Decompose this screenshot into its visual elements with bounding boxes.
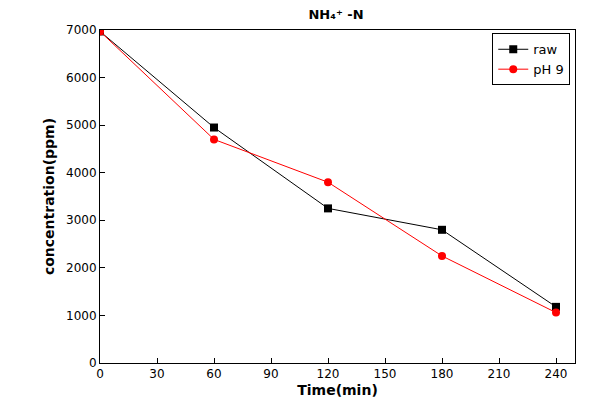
svg-text:pH 9: pH 9 [533,62,563,77]
svg-text:5000: 5000 [66,118,97,132]
svg-text:raw: raw [533,42,557,57]
svg-text:1000: 1000 [66,309,97,323]
svg-text:0: 0 [89,356,97,370]
svg-text:240: 240 [545,367,568,381]
svg-text:180: 180 [431,367,454,381]
svg-text:Time(min): Time(min) [297,382,378,398]
svg-text:60: 60 [206,367,221,381]
svg-text:4000: 4000 [66,166,97,180]
svg-text:0: 0 [96,367,104,381]
svg-text:2000: 2000 [66,261,97,275]
svg-text:90: 90 [263,367,278,381]
svg-text:3000: 3000 [66,213,97,227]
svg-text:concentration(ppm): concentration(ppm) [41,118,57,275]
svg-text:NH₄⁺ -N: NH₄⁺ -N [308,7,363,22]
svg-text:30: 30 [149,367,164,381]
svg-text:120: 120 [317,367,340,381]
svg-text:150: 150 [374,367,397,381]
svg-text:210: 210 [488,367,511,381]
svg-text:7000: 7000 [66,23,97,37]
svg-text:6000: 6000 [66,71,97,85]
